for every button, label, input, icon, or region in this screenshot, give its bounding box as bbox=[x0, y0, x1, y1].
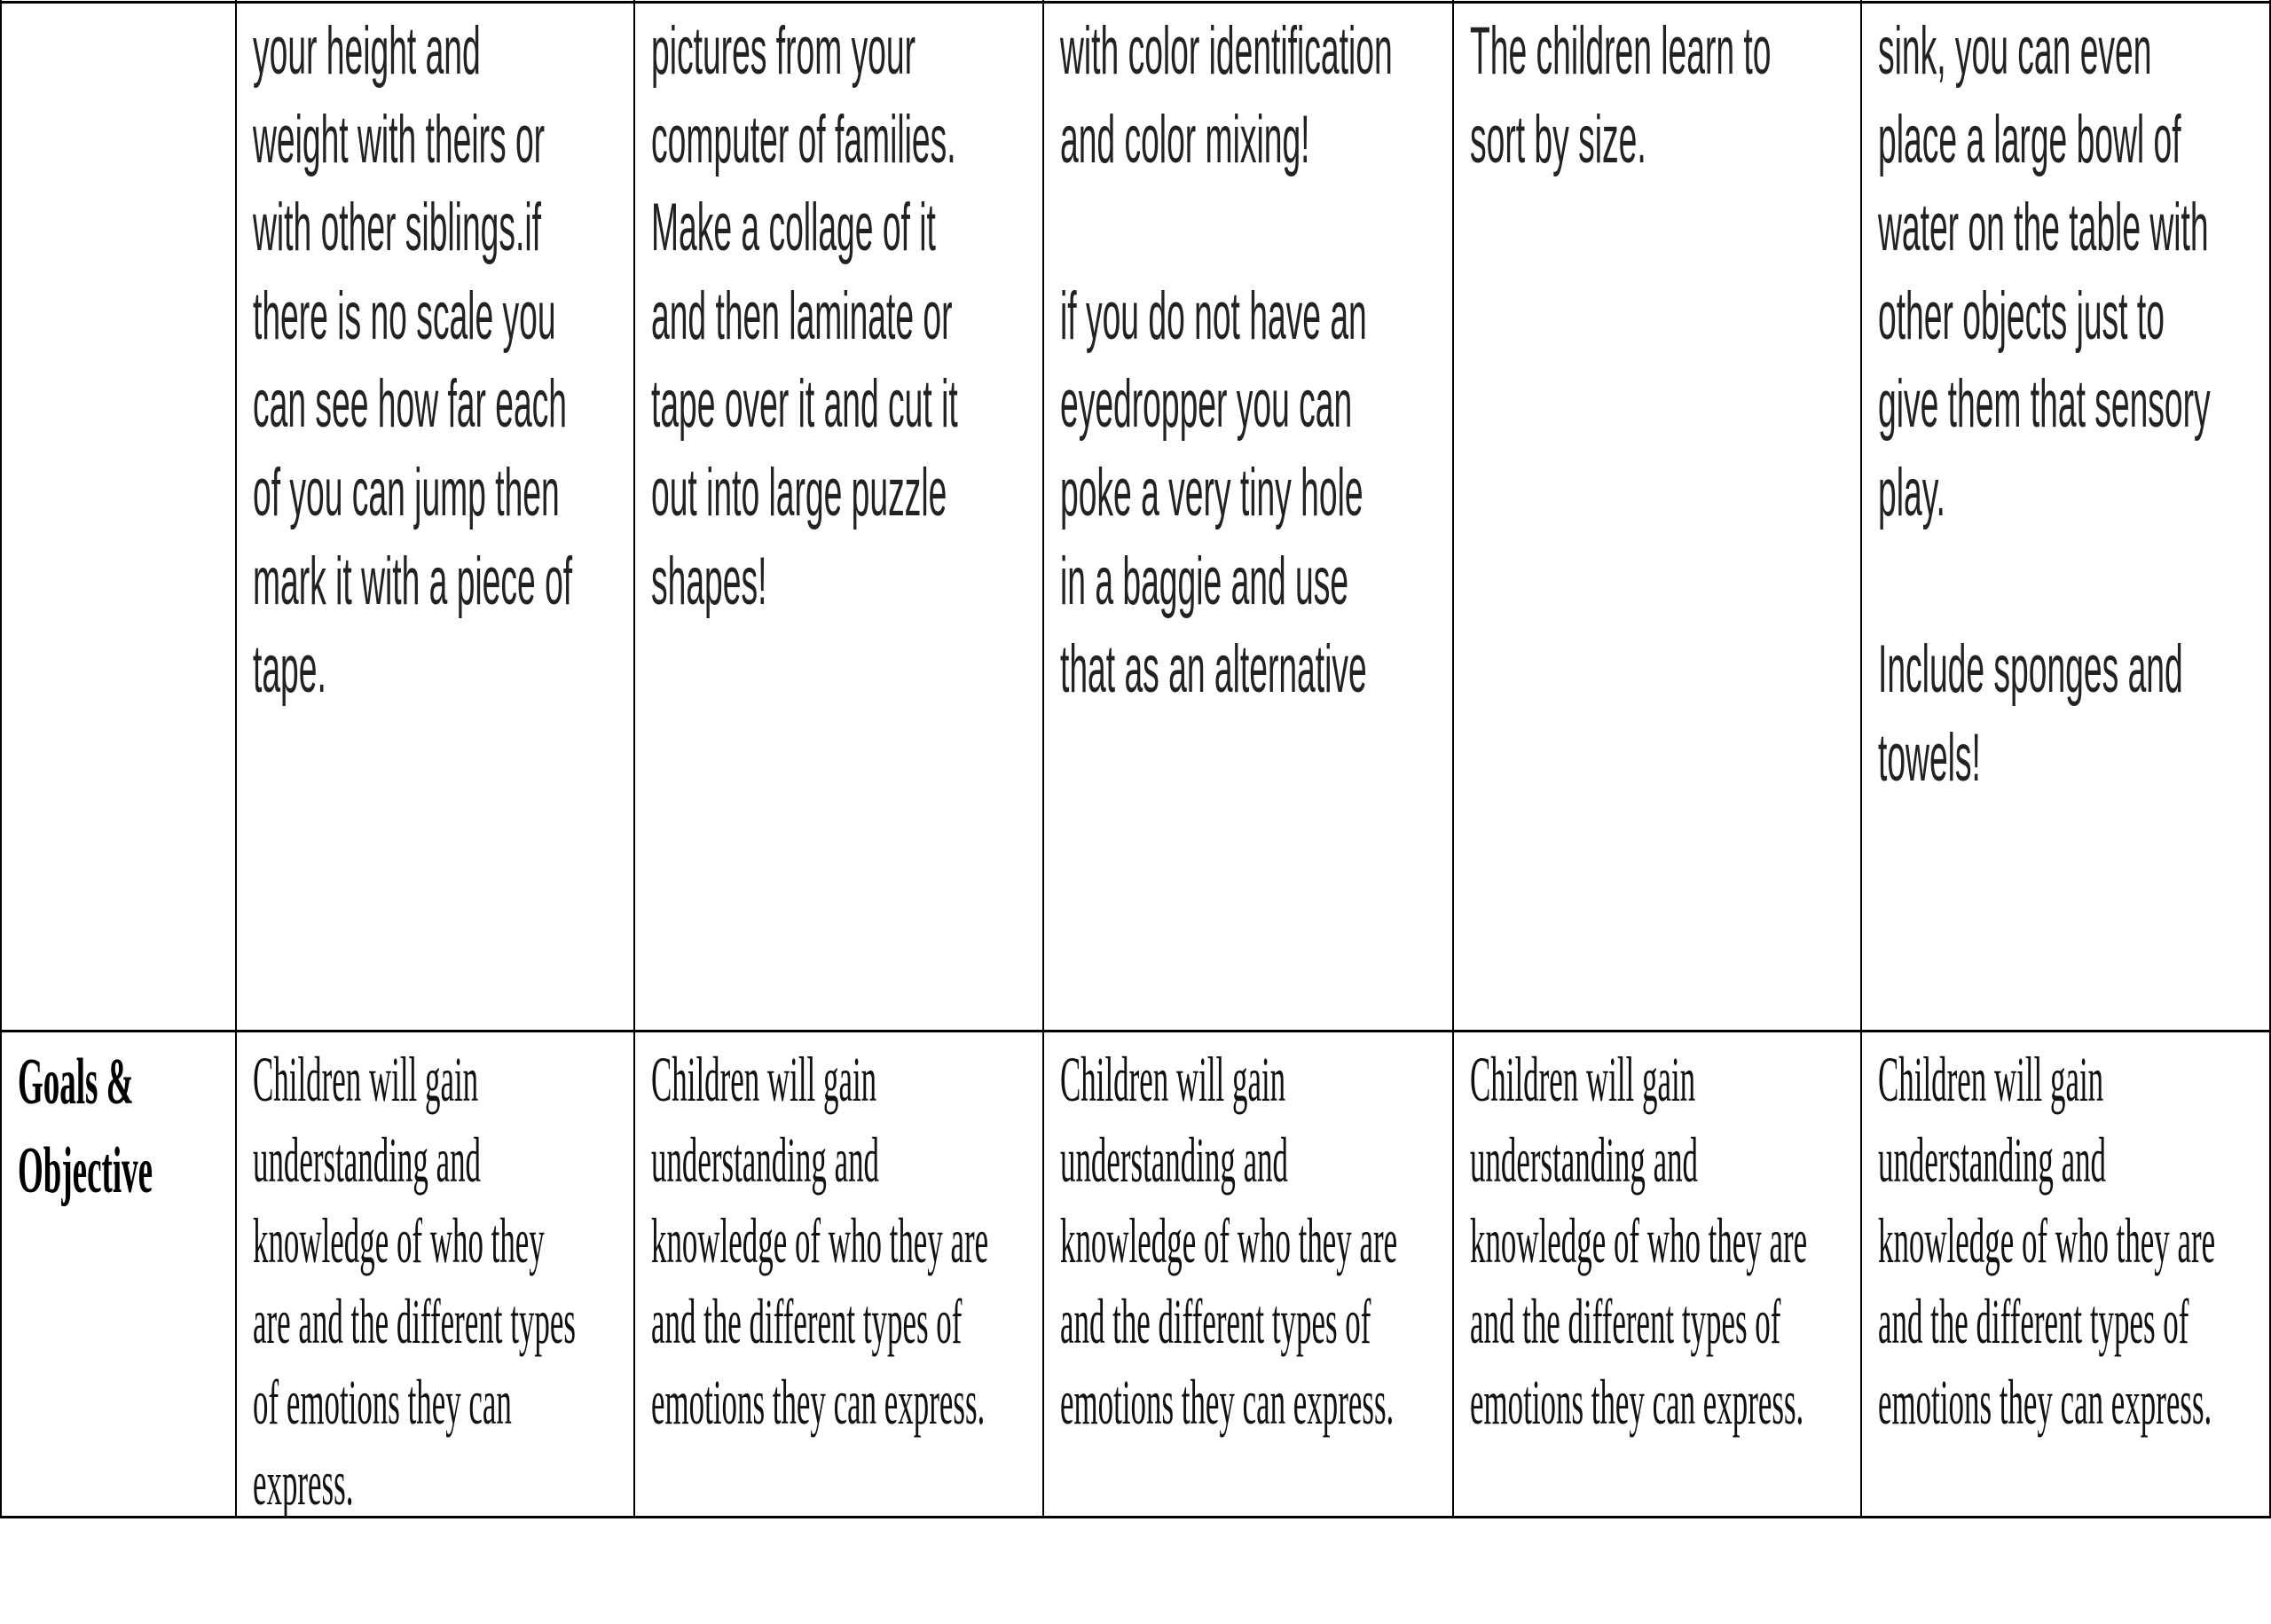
cell-text: pictures from your computer of families.… bbox=[651, 13, 958, 619]
column-divider bbox=[1042, 0, 1044, 1518]
cell-text: Children will gain understanding and kno… bbox=[1060, 1044, 1398, 1438]
cell-text: Children will gain understanding and kno… bbox=[1470, 1044, 1808, 1438]
cell-text: Children will gain understanding and kno… bbox=[1878, 1044, 2216, 1438]
column-divider bbox=[0, 0, 2, 1518]
cell-text: with color identification and color mixi… bbox=[1060, 13, 1393, 708]
cell-text: Children will gain understanding and kno… bbox=[651, 1044, 989, 1438]
row-label: Goals & Objective bbox=[18, 1046, 153, 1207]
cell-text: Children will gain understanding and kno… bbox=[253, 1044, 576, 1518]
row-divider bbox=[0, 1030, 2271, 1032]
column-divider bbox=[633, 0, 635, 1518]
table-bottom-border bbox=[0, 1516, 2271, 1518]
cell-text: sink, you can even place a large bowl of… bbox=[1878, 13, 2211, 796]
column-divider bbox=[1452, 0, 1454, 1518]
column-divider bbox=[235, 0, 237, 1518]
cell-text: The children learn to sort by size. bbox=[1470, 13, 1772, 177]
column-divider bbox=[2269, 0, 2271, 1518]
cell-text: your height and weight with theirs or wi… bbox=[253, 13, 573, 708]
column-divider bbox=[1860, 0, 1862, 1518]
table-top-border bbox=[0, 1, 2271, 4]
